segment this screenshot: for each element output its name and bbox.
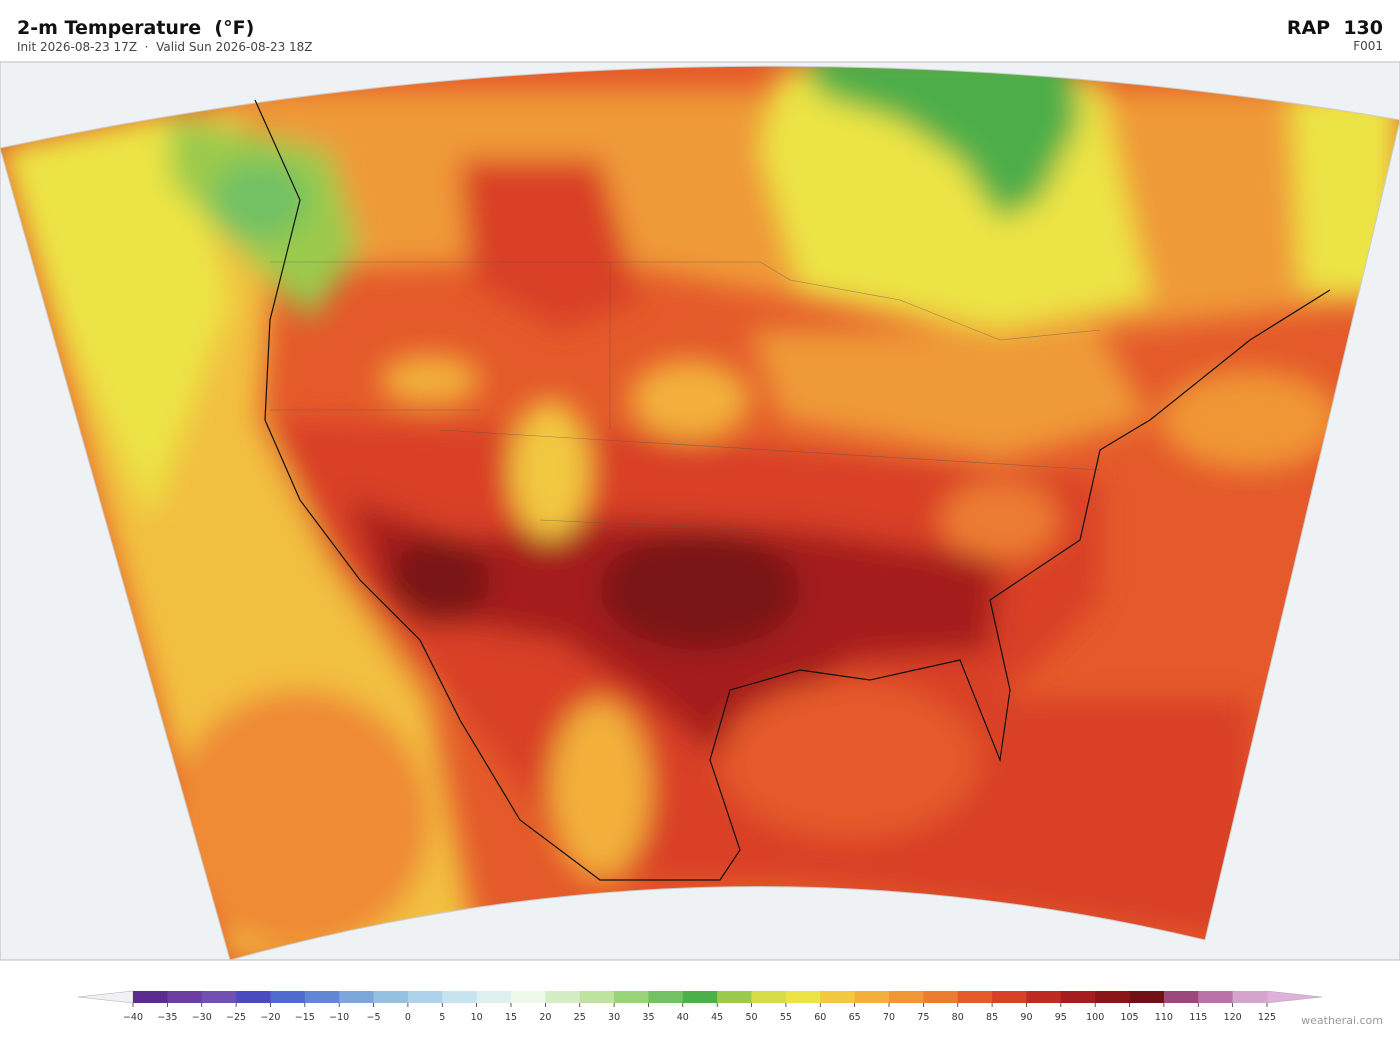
colorbar-segment: [1232, 991, 1268, 1003]
colorbar-tick-label: 35: [642, 1012, 654, 1023]
colorbar-segment: [889, 991, 924, 1003]
colorbar-segment: [1163, 991, 1199, 1003]
model-name: RAP 130: [1287, 17, 1383, 39]
colorbar-tick-label: 30: [608, 1012, 620, 1023]
borders: [270, 261, 1101, 531]
colorbar-segment: [236, 991, 271, 1003]
colorbar-tick-label: 20: [539, 1012, 551, 1023]
colorbar-tick-label: 120: [1224, 1012, 1242, 1023]
colorbar-tick-label: −30: [192, 1012, 212, 1023]
colorbar-tick-label: 5: [439, 1012, 445, 1023]
forecast-hour: F001: [1353, 39, 1383, 53]
temperature-field: [0, 66, 1400, 960]
map: [0, 61, 1400, 961]
colorbar-segment: [201, 991, 237, 1003]
colorbar-tick-label: 95: [1055, 1012, 1067, 1023]
colorbar-tick-label: 75: [917, 1012, 929, 1023]
colorbar-segment: [476, 991, 512, 1003]
colorbar-extend-high: [1266, 990, 1323, 1004]
colorbar-extend-low: [77, 990, 134, 1004]
colorbar-segment: [442, 991, 477, 1003]
colorbar: −40 −35 −30 −25 −20 −15 −10 −5 0 5 10 15 20 25 30 35 40 4…: [77, 990, 1323, 1023]
colorbar-segment: [854, 991, 890, 1003]
colorbar-segment: [614, 991, 649, 1003]
colorbar-segment: [133, 991, 168, 1003]
coastline: [254, 99, 1331, 881]
colorbar-tick-label: 0: [405, 1012, 411, 1023]
colorbar-segment: [579, 991, 615, 1003]
colorbar-tick-label: −10: [329, 1012, 349, 1023]
colorbar-segment: [511, 991, 546, 1003]
title: 2-m Temperature (°F): [17, 17, 254, 39]
colorbar-segment: [717, 991, 752, 1003]
colorbar-segment: [820, 991, 855, 1003]
colorbar-segment: [1095, 991, 1130, 1003]
colorbar-tick-label: 50: [745, 1012, 757, 1023]
colorbar-segment: [407, 991, 443, 1003]
colorbar-segment: [373, 991, 409, 1003]
colorbar-segment: [1198, 991, 1233, 1003]
colorbar-segment: [648, 991, 684, 1003]
colorbar-tick-label: 115: [1189, 1012, 1207, 1023]
colorbar-tick-label: 85: [986, 1012, 998, 1023]
colorbar-tick-label: 15: [505, 1012, 517, 1023]
colorbar-segment: [751, 991, 787, 1003]
colorbar-tick-label: 125: [1258, 1012, 1276, 1023]
colorbar-tick-label: 25: [574, 1012, 586, 1023]
colorbar-segment: [785, 991, 821, 1003]
colorbar-tick-label: −25: [226, 1012, 246, 1023]
colorbar-segment: [339, 991, 374, 1003]
subtitle: Init 2026-08-23 17Z · Valid Sun 2026-08-…: [17, 40, 313, 54]
colorbar-tick-label: 65: [849, 1012, 861, 1023]
colorbar-segment: [1129, 991, 1165, 1003]
colorbar-tick-label: 55: [780, 1012, 792, 1023]
colorbar-segment: [270, 991, 306, 1003]
colorbar-tick-label: −20: [260, 1012, 280, 1023]
colorbar-tick-label: −40: [123, 1012, 143, 1023]
colorbar-tick-label: 105: [1120, 1012, 1138, 1023]
colorbar-segment: [992, 991, 1027, 1003]
colorbar-tick-label: 100: [1086, 1012, 1104, 1023]
colorbar-tick-label: 10: [471, 1012, 483, 1023]
watermark: weatherai.com: [1301, 1014, 1383, 1027]
colorbar-tick-label: 40: [677, 1012, 689, 1023]
colorbar-tick-label: 110: [1155, 1012, 1173, 1023]
colorbar-segment: [1026, 991, 1062, 1003]
colorbar-segment: [167, 991, 203, 1003]
colorbar-tick-label: −5: [367, 1012, 381, 1023]
colorbar-tick-label: 80: [952, 1012, 964, 1023]
colorbar-tick-label: −35: [157, 1012, 177, 1023]
colorbar-tick-label: 45: [711, 1012, 723, 1023]
colorbar-segment: [1060, 991, 1096, 1003]
colorbar-tick-label: 60: [814, 1012, 826, 1023]
colorbar-segment: [682, 991, 718, 1003]
colorbar-segment: [957, 991, 993, 1003]
colorbar-tick-label: 70: [883, 1012, 895, 1023]
colorbar-segment: [304, 991, 340, 1003]
colorbar-segment: [545, 991, 581, 1003]
colorbar-segment: [923, 991, 959, 1003]
colorbar-tick-label: −15: [295, 1012, 315, 1023]
colorbar-tick-label: 90: [1020, 1012, 1032, 1023]
